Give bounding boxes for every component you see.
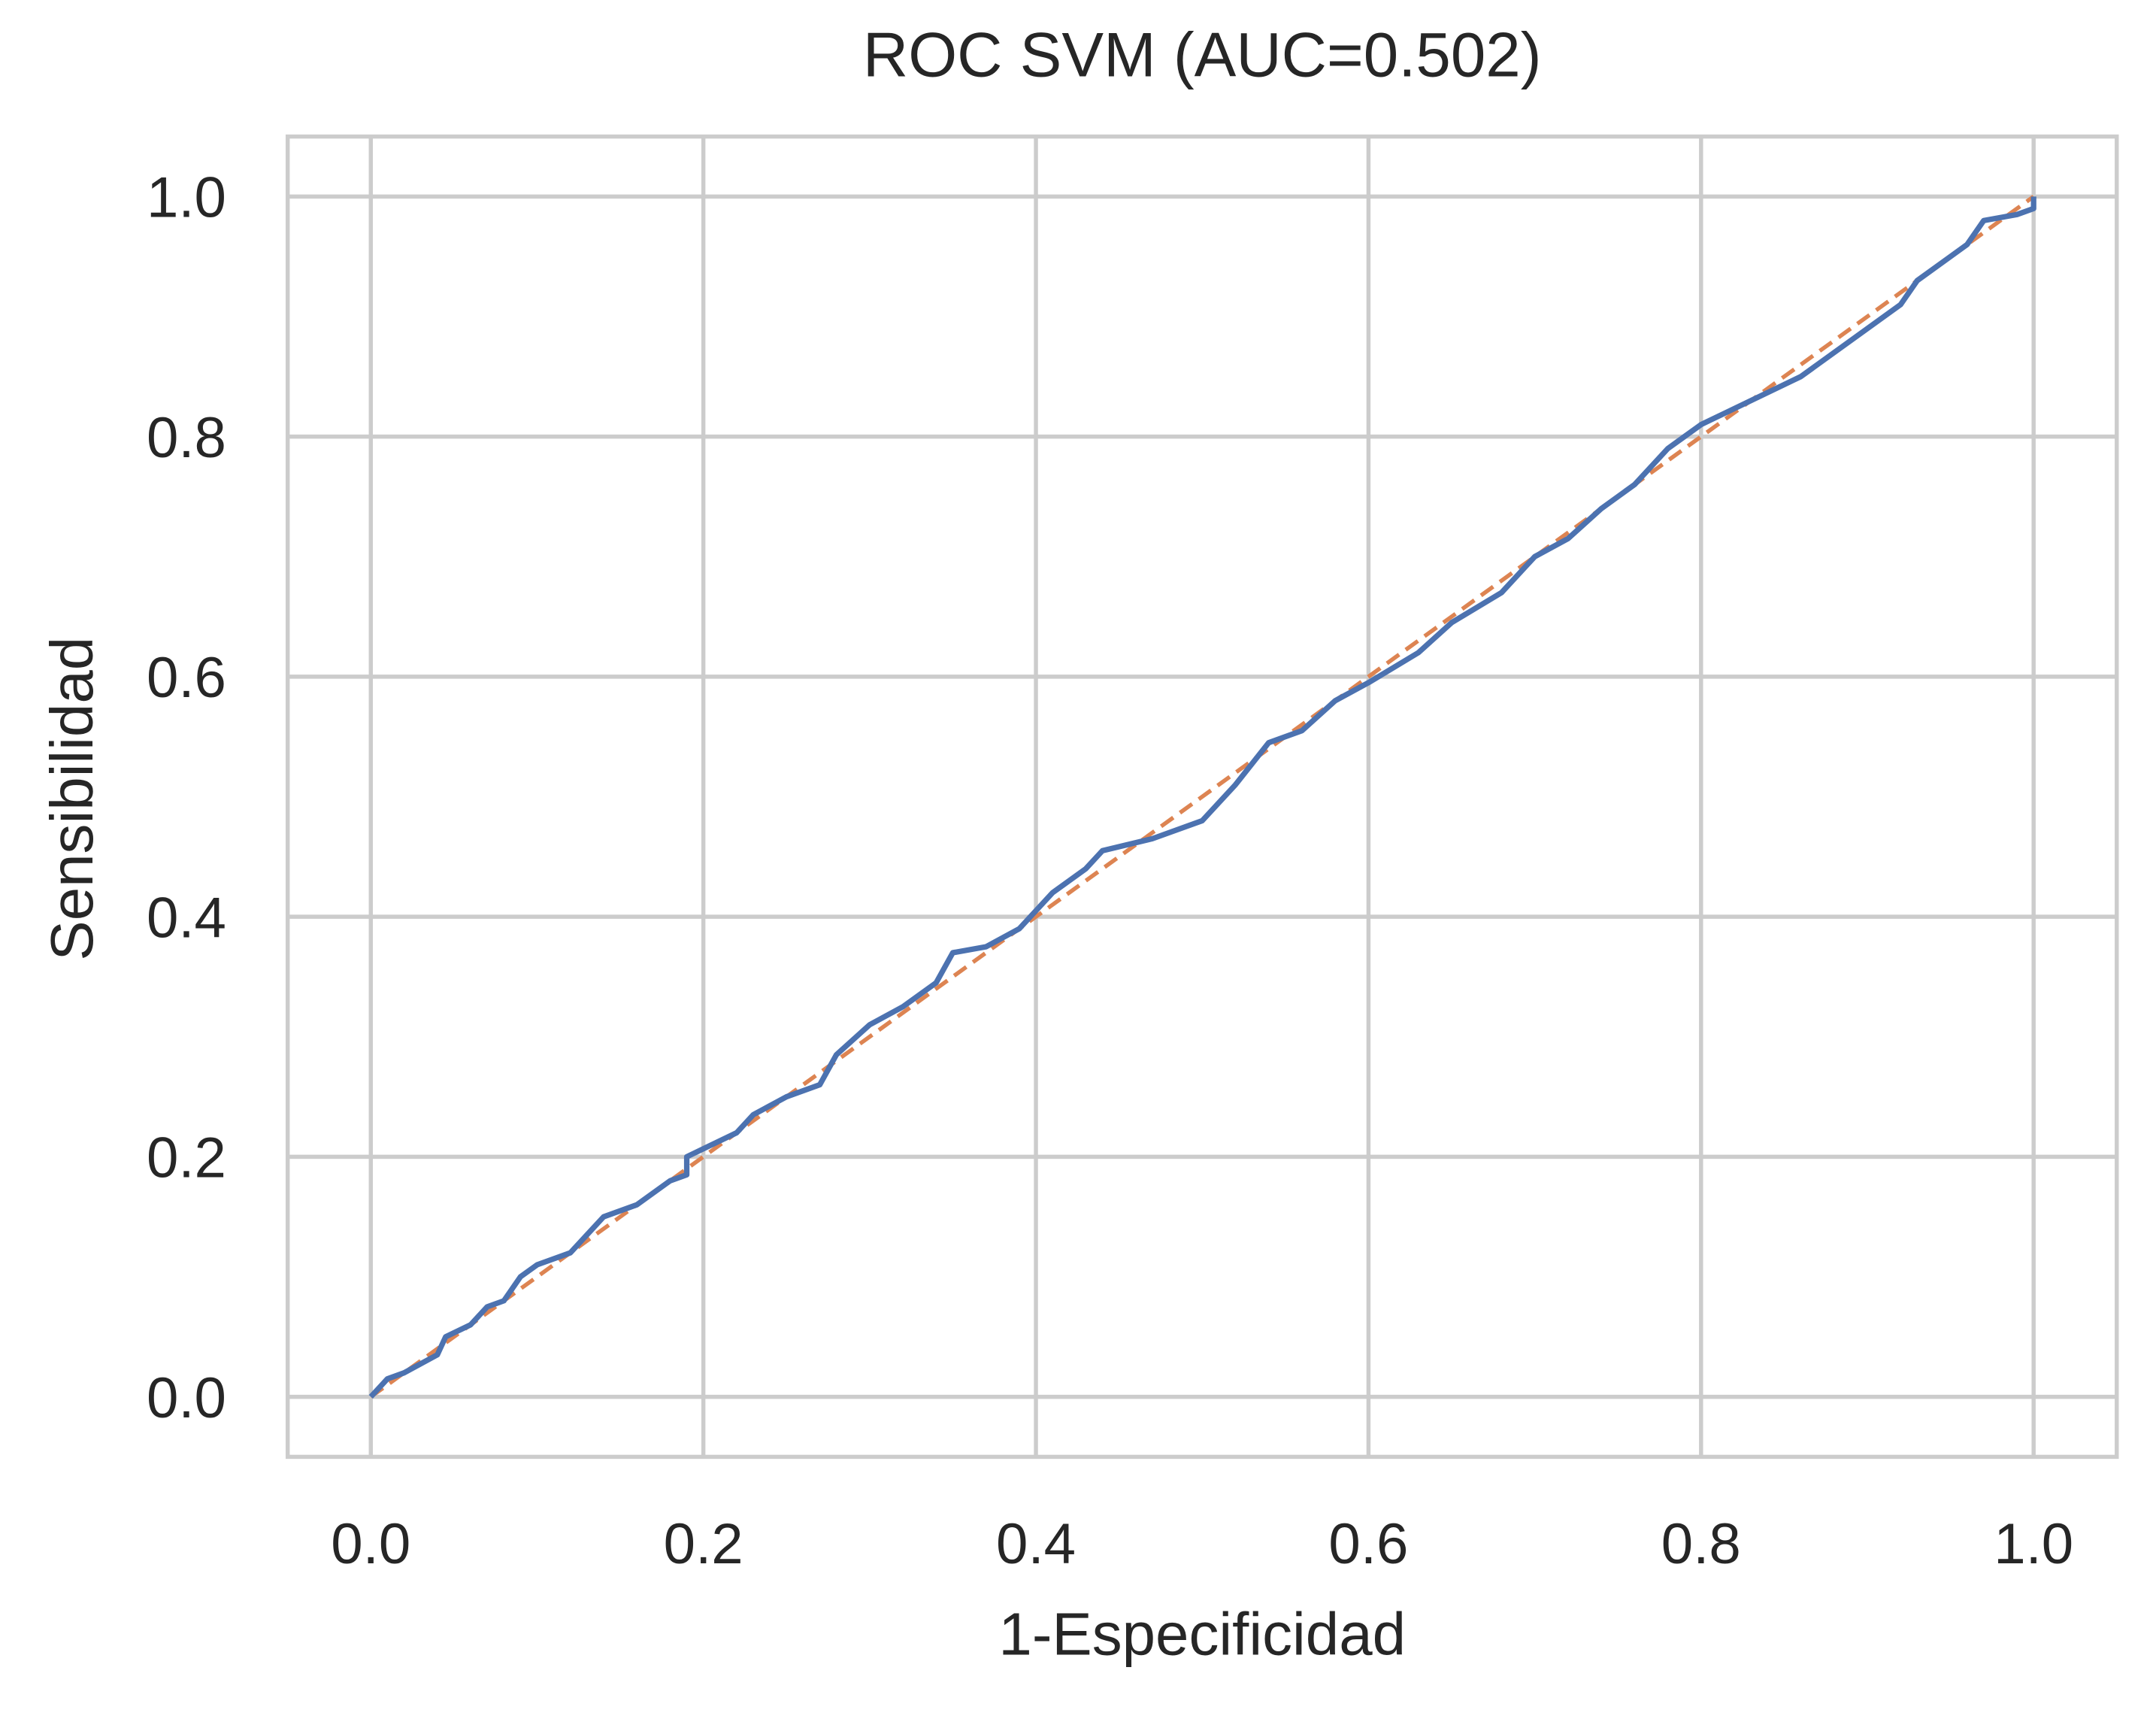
y-tick-label: 0.8 — [147, 406, 226, 470]
y-axis-label: Sensibilidad — [38, 637, 105, 961]
x-tick-label: 0.6 — [1328, 1512, 1408, 1576]
x-tick-label: 0.4 — [996, 1512, 1076, 1576]
plot-frame — [285, 134, 2119, 1460]
y-tick-label: 1.0 — [147, 166, 226, 230]
x-tick-label: 0.0 — [331, 1512, 410, 1576]
x-tick-label: 1.0 — [1994, 1512, 2073, 1576]
y-tick-label: 0.0 — [147, 1366, 226, 1430]
y-tick-label: 0.2 — [147, 1126, 226, 1190]
chart-title: ROC SVM (AUC=0.502) — [863, 20, 1542, 90]
x-tick-label: 0.2 — [664, 1512, 743, 1576]
x-tick-label: 0.8 — [1661, 1512, 1741, 1576]
y-tick-label: 0.6 — [147, 646, 226, 710]
y-tick-label: 0.4 — [147, 886, 226, 950]
roc-line — [368, 196, 2036, 1399]
roc-line — [369, 195, 2035, 1399]
x-axis-label: 1-Especificidad — [998, 1601, 1406, 1668]
